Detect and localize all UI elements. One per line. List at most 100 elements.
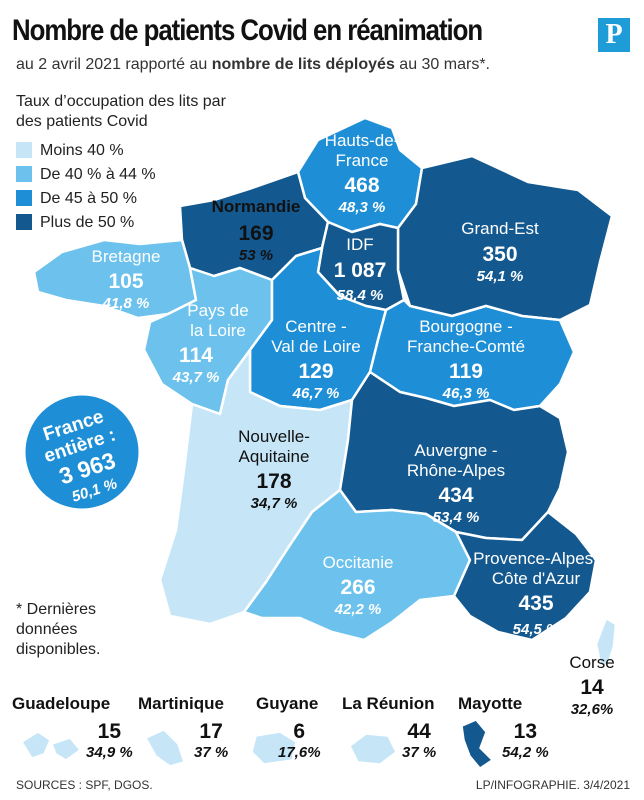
overseas-name: Guadeloupe: [12, 694, 111, 713]
legend-item: Moins 40 %: [16, 142, 124, 160]
region-value: 14: [580, 676, 604, 699]
overseas-name: Guyane: [256, 694, 319, 713]
legend-swatch: [16, 214, 32, 230]
legend-item: De 45 à 50 %: [16, 190, 137, 208]
region-value: 105: [108, 270, 143, 293]
region-occitanie[interactable]: [242, 488, 472, 642]
subtitle: au 2 avril 2021 rapporté au nombre de li…: [16, 56, 490, 74]
overseas-name: Martinique: [138, 694, 224, 713]
overseas-values: 6 17,6%: [278, 720, 321, 761]
region-name: Occitanie: [323, 553, 394, 572]
overseas-guadeloupe[interactable]: Guadeloupe 15 34,9 %: [12, 694, 134, 761]
region-value: 468: [344, 174, 379, 197]
region-pct: 54,1 %: [477, 268, 524, 285]
shape-la-reunion: [349, 733, 397, 765]
footnote: * Dernières données disponibles.: [16, 601, 101, 658]
sources: SOURCES : SPF, DGOS.: [16, 778, 153, 792]
overseas-value: 6: [293, 720, 306, 743]
region-pct: 42,2 %: [334, 601, 382, 618]
overseas-pct: 17,6%: [278, 744, 321, 761]
region-value: 266: [340, 576, 375, 599]
label-pays-de-la-loire: Pays de la Loire 114 43,7 %: [172, 301, 249, 386]
le-parisien-logo: P: [598, 18, 630, 52]
label-grand-est: Grand-Est 350 54,1 %: [461, 219, 539, 285]
label-bourgogne: Bourgogne - Franche-Comté 119 46,3 %: [407, 317, 525, 402]
region-name: IDF: [346, 235, 373, 254]
overseas-values: 13 54,2 %: [502, 720, 549, 761]
france-total-badge: France entière : 3 963 50,1 %: [22, 392, 142, 512]
region-pct: 32,6%: [571, 701, 614, 718]
region-value: 178: [256, 470, 291, 493]
region-pct: 53,4 %: [433, 509, 480, 526]
label-centre: Centre - Val de Loire 129 46,7 %: [271, 317, 360, 402]
region-pct: 58,4 %: [337, 287, 384, 304]
legend-title: Taux d’occupation des lits par des patie…: [16, 93, 226, 130]
label-paca: Provence-Alpes- Côte d'Azur 435 54,5 %: [473, 549, 599, 638]
subtitle-text-end: au 30 mars*.: [394, 56, 490, 73]
overseas-martinique[interactable]: Martinique 17 37 %: [138, 694, 248, 761]
region-name: Côte d'Azur: [492, 569, 581, 588]
label-bretagne: Bretagne 105 41,8 %: [92, 247, 161, 312]
region-name: Pays de: [187, 301, 248, 320]
region-grand-est[interactable]: [396, 154, 614, 322]
region-name: Grand-Est: [461, 219, 539, 238]
region-name: Provence-Alpes-: [473, 549, 599, 568]
region-pct: 46,3 %: [442, 385, 490, 402]
region-name: la Loire: [190, 321, 246, 340]
overseas-pct: 34,9 %: [86, 744, 133, 761]
overseas-values: 15 34,9 %: [86, 720, 133, 761]
region-value: 129: [298, 360, 333, 383]
overseas-values: 44 37 %: [402, 720, 436, 761]
subtitle-bold: nombre de lits déployés: [211, 56, 395, 73]
region-name: Aquitaine: [239, 447, 310, 466]
overseas-pct: 37 %: [402, 744, 437, 761]
label-hauts-de-france: Hauts-de- France 468 48,3 %: [325, 131, 400, 216]
legend-label: De 45 à 50 %: [40, 190, 137, 207]
region-paca[interactable]: [452, 510, 598, 642]
overseas-value: 44: [407, 720, 431, 743]
region-name: Auvergne -: [414, 441, 497, 460]
overseas-pct: 37 %: [194, 744, 229, 761]
region-value: 1 087: [334, 259, 387, 282]
legend-item: De 40 % à 44 %: [16, 166, 156, 184]
overseas-mayotte[interactable]: Mayotte 13 54,2 %: [458, 694, 558, 761]
region-value: 169: [238, 222, 273, 245]
region-corse[interactable]: [594, 616, 618, 668]
overseas-value: 13: [513, 720, 538, 743]
subtitle-text: au 2 avril 2021 rapporté au: [16, 56, 212, 73]
region-name: Rhône-Alpes: [407, 461, 505, 480]
france-total-circle: [22, 392, 142, 512]
overseas-name: Mayotte: [458, 694, 523, 713]
label-auvergne: Auvergne - Rhône-Alpes 434 53,4 %: [407, 441, 505, 526]
shape-mayotte: [461, 719, 494, 769]
overseas-value: 15: [97, 720, 122, 743]
region-value: 435: [518, 592, 553, 615]
overseas-pct: 54,2 %: [502, 744, 549, 761]
region-name: Centre -: [285, 317, 346, 336]
legend-label: Moins 40 %: [40, 142, 124, 159]
region-name: Bourgogne -: [419, 317, 513, 336]
shape-guadeloupe: [20, 731, 82, 761]
label-nouvelle-aquitaine: Nouvelle- Aquitaine 178 34,7 %: [238, 427, 310, 512]
overseas-name: La Réunion: [342, 694, 435, 713]
region-pct: 54,5 %: [513, 621, 560, 638]
legend-item: Plus de 50 %: [16, 214, 134, 232]
label-idf: IDF 1 087 58,4 %: [334, 235, 387, 304]
shape-guyane: [251, 731, 297, 765]
legend-swatch: [16, 166, 32, 182]
page-title: Nombre de patients Covid en réanimation: [12, 14, 483, 47]
region-name: Nouvelle-: [238, 427, 310, 446]
legend-label: De 40 % à 44 %: [40, 166, 156, 183]
region-name: Normandie: [212, 197, 301, 216]
region-pct: 48,3 %: [338, 199, 386, 216]
region-name: France: [336, 151, 389, 170]
region-value: 114: [179, 344, 213, 367]
overseas-guyane[interactable]: Guyane 6 17,6%: [256, 694, 336, 761]
legend-swatch: [16, 142, 32, 158]
region-pct: 46,7 %: [292, 385, 340, 402]
region-value: 119: [449, 360, 483, 383]
overseas-la-reunion[interactable]: La Réunion 44 37 %: [342, 694, 452, 761]
region-name: Val de Loire: [271, 337, 360, 356]
legend-label: Plus de 50 %: [40, 214, 135, 231]
overseas-values: 17 37 %: [194, 720, 228, 761]
